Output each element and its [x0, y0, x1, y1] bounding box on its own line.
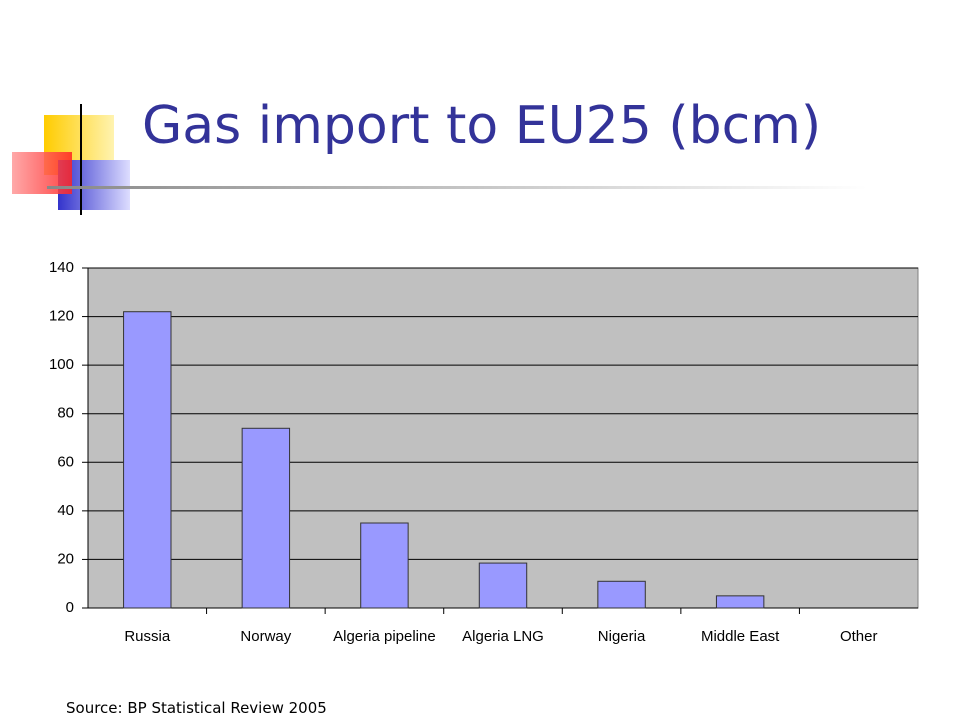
y-tick-label: 60 [57, 453, 74, 470]
x-tick-label: Middle East [700, 628, 780, 645]
title-rule [47, 186, 867, 189]
bar [241, 427, 291, 609]
plot-area [87, 267, 919, 609]
x-tick-label: Other [839, 628, 878, 645]
bar [360, 522, 409, 609]
y-tick-label: 100 [49, 356, 74, 373]
y-tick-label: 140 [49, 259, 74, 276]
bar [478, 562, 528, 609]
x-tick-label: Algeria pipeline [333, 628, 436, 645]
y-tick-label: 80 [57, 405, 74, 422]
bar [715, 595, 765, 609]
source-note: Source: BP Statistical Review 2005 [66, 699, 327, 717]
bar [123, 311, 172, 609]
x-tick-label: Nigeria [597, 628, 646, 645]
y-tick-label: 20 [57, 550, 74, 567]
bar [597, 580, 646, 609]
y-tick-label: 40 [57, 502, 74, 519]
x-tick-label: Algeria LNG [462, 628, 544, 645]
y-tick-label: 120 [49, 308, 74, 325]
x-tick-label: Norway [240, 628, 292, 645]
chart-title: Gas import to EU25 (bcm) [142, 96, 822, 156]
x-tick-label: Russia [124, 628, 171, 645]
y-tick-label: 0 [66, 599, 74, 616]
